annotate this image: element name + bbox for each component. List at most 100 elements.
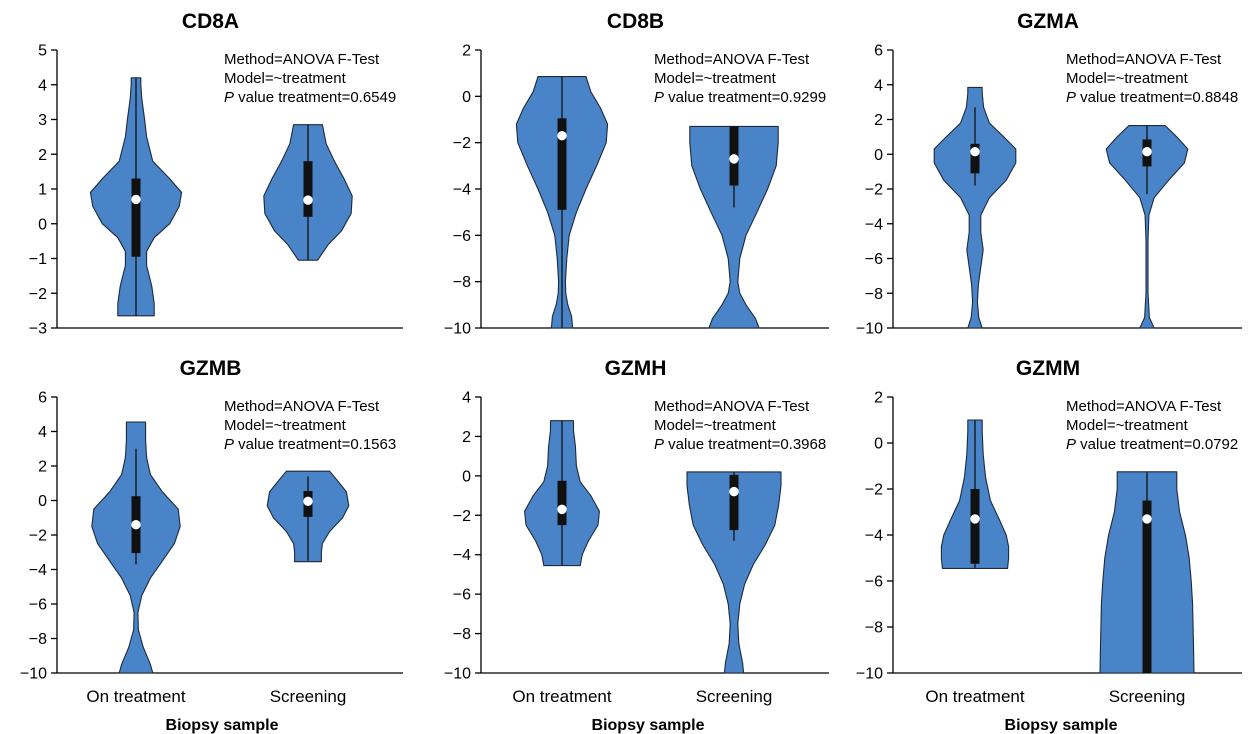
annotation-model: Model=~treatment (1066, 70, 1189, 87)
violin-iqr-box (970, 489, 980, 564)
x-category-label: On treatment (86, 687, 185, 706)
annotation-p-value: P value treatment=0.6549 (224, 89, 396, 106)
violin-iqr-box (131, 178, 141, 257)
y-tick-label: −2 (865, 182, 883, 199)
y-tick-label: −4 (865, 528, 883, 545)
annotation-p-value: P value treatment=0.9299 (654, 89, 826, 106)
y-tick-label: −8 (453, 274, 471, 291)
violin-on-treatment (515, 76, 609, 329)
y-tick-label: −2 (453, 135, 471, 152)
violin-on-treatment (940, 419, 1010, 569)
annotation-method: Method=ANOVA F-Test (224, 51, 380, 68)
x-category-label: Screening (1109, 687, 1186, 706)
annotation-method: Method=ANOVA F-Test (654, 51, 810, 68)
panel-gzmb: GZMB 6 4 2 0 −2 −4 −6 −8 −10 Method=ANOVA F-Test Mo… (20, 357, 403, 734)
violin-screening (689, 125, 779, 329)
y-tick-label: −10 (856, 666, 883, 683)
annotation-method: Method=ANOVA F-Test (1066, 398, 1222, 415)
y-tick-label: 6 (38, 390, 47, 407)
y-tick-label: −10 (856, 321, 883, 338)
violin-median-dot (1142, 514, 1152, 524)
panel-gzmh: GZMH 4 2 0 −2 −4 −6 −8 −10 Method=ANOVA F-Test Mod… (444, 357, 829, 734)
y-tick-label: 0 (462, 89, 471, 106)
y-tick-label: −8 (29, 631, 47, 648)
y-tick-label: 4 (38, 424, 47, 441)
violin-iqr-box (557, 480, 567, 526)
y-tick-label: −4 (865, 216, 883, 233)
y-tick-label: 2 (462, 43, 471, 60)
y-tick-label: −6 (29, 597, 47, 614)
x-category-label: Screening (696, 687, 773, 706)
violin-body (686, 471, 782, 674)
violin-median-dot (131, 194, 141, 205)
violin-body (1105, 125, 1189, 329)
violin-on-treatment (524, 420, 600, 567)
violin-median-dot (131, 519, 141, 530)
violin-iqr-box (729, 474, 739, 531)
y-tick-label: 2 (874, 390, 883, 407)
y-tick-label: −4 (453, 547, 471, 564)
x-category-label: On treatment (925, 687, 1024, 706)
panel-title: CD8B (607, 10, 664, 33)
y-tick-label: −8 (865, 620, 883, 637)
y-tick-label: 2 (38, 147, 47, 164)
violin-median-dot (303, 496, 313, 507)
annotation-p-value: P value treatment=0.0792 (1066, 436, 1238, 453)
violin-iqr-box (970, 143, 980, 174)
x-category-label: On treatment (512, 687, 611, 706)
violin-median-dot (729, 154, 739, 164)
y-tick-label: −10 (444, 666, 471, 683)
violin-median-dot (557, 504, 567, 515)
annotation-model: Model=~treatment (224, 70, 347, 87)
y-tick-label: 0 (462, 468, 471, 485)
y-tick-label: −2 (453, 508, 471, 525)
y-tick-label: −1 (29, 251, 47, 268)
annotation-p-value: P value treatment=0.8848 (1066, 89, 1238, 106)
panel-cd8b: CD8B 2 0 −2 −4 −6 −8 −10 Method=ANOVA F-Test Mode… (444, 10, 829, 338)
annotation-model: Model=~treatment (654, 70, 777, 87)
y-tick-label: 0 (38, 493, 47, 510)
annotation-model: Model=~treatment (1066, 417, 1189, 434)
y-tick-label: 2 (874, 112, 883, 129)
violin-median-dot (970, 146, 980, 157)
violin-screening (1105, 125, 1189, 329)
violin-screening (263, 124, 353, 261)
y-tick-label: 4 (38, 77, 47, 94)
y-tick-label: −6 (453, 587, 471, 604)
violin-median-dot (970, 514, 980, 524)
panel-cd8a: CD8A 5 4 3 2 1 0 −1 −2 −3 Method=ANOVA F-Test Model… (29, 10, 403, 338)
y-tick-label: 4 (874, 77, 883, 94)
violin-on-treatment (933, 86, 1017, 329)
y-tick-label: −2 (865, 482, 883, 499)
violin-on-treatment (91, 421, 181, 674)
panel-title: GZMM (1016, 357, 1080, 380)
y-tick-label: −4 (29, 562, 47, 579)
y-tick-label: 0 (38, 216, 47, 233)
y-tick-label: 2 (462, 429, 471, 446)
y-tick-label: 0 (874, 147, 883, 164)
y-tick-label: 0 (874, 436, 883, 453)
violin-screening (686, 471, 782, 674)
x-category-label: Screening (270, 687, 347, 706)
panel-title: GZMB (180, 357, 242, 380)
annotation-p-value: P value treatment=0.3968 (654, 436, 826, 453)
panel-gzma: GZMA 6 4 2 0 −2 −4 −6 −8 −10 Method=ANOVA F-Test Mo… (856, 10, 1242, 338)
y-tick-label: −10 (20, 666, 47, 683)
y-tick-label: 6 (874, 43, 883, 60)
y-tick-label: 2 (38, 459, 47, 476)
annotation-method: Method=ANOVA F-Test (224, 398, 380, 415)
panel-gzmm: GZMM 2 0 −2 −4 −6 −8 −10 Method=ANOVA F-Test Mode… (856, 357, 1242, 734)
annotation-p-value: P value treatment=0.1563 (224, 436, 396, 453)
violin-iqr-box (557, 118, 567, 210)
annotation-model: Model=~treatment (224, 417, 347, 434)
y-tick-label: 1 (38, 182, 47, 199)
panel-title: GZMH (605, 357, 667, 380)
violin-body (933, 86, 1017, 329)
y-tick-label: −10 (444, 321, 471, 338)
violin-on-treatment (89, 77, 183, 317)
violin-screening (1099, 471, 1195, 674)
y-tick-label: −8 (865, 286, 883, 303)
violin-median-dot (303, 195, 313, 205)
y-tick-label: 3 (38, 112, 47, 129)
